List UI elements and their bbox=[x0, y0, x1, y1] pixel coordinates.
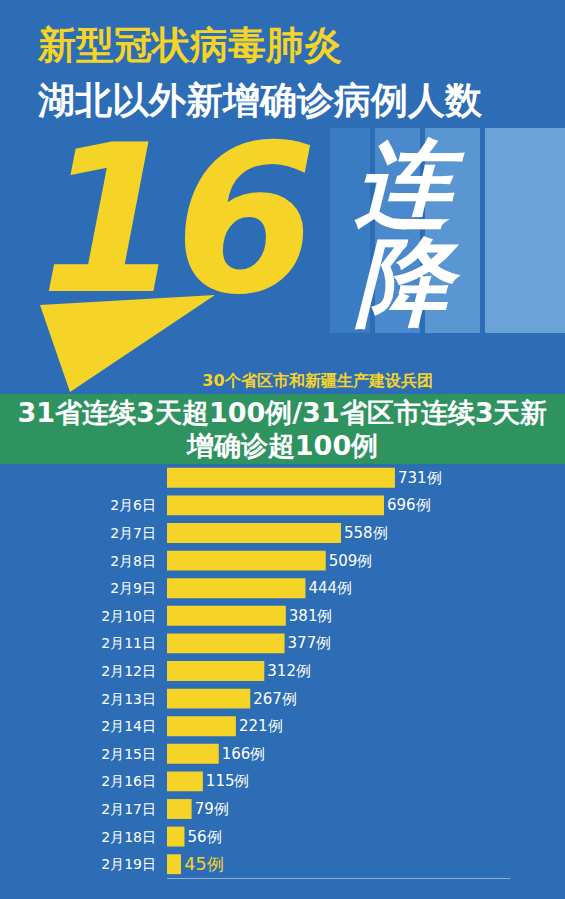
svg-text:731例: 731例 bbox=[398, 469, 442, 487]
svg-text:56例: 56例 bbox=[187, 828, 221, 846]
html-text:30个省区市和新疆生产建设兵团: 30个省区市和新疆生产建设兵团 bbox=[202, 371, 433, 390]
svg-text:2月13日: 2月13日 bbox=[101, 691, 156, 707]
svg-text:2月14日: 2月14日 bbox=[101, 718, 156, 734]
svg-text:381例: 381例 bbox=[289, 607, 333, 625]
svg-text:377例: 377例 bbox=[288, 634, 332, 652]
svg-text:558例: 558例 bbox=[344, 524, 388, 542]
svg-text:166例: 166例 bbox=[222, 745, 266, 763]
svg-text:2月7日: 2月7日 bbox=[110, 525, 156, 541]
svg-text:2月15日: 2月15日 bbox=[101, 746, 156, 762]
svg-text:2月16日: 2月16日 bbox=[101, 773, 156, 789]
svg-text:2月19日: 2月19日 bbox=[101, 856, 156, 872]
svg-text:2月9日: 2月9日 bbox=[110, 580, 156, 596]
svg-text:2月12日: 2月12日 bbox=[101, 663, 156, 679]
svg-text:696例: 696例 bbox=[387, 496, 431, 514]
svg-text:2月6日: 2月6日 bbox=[110, 497, 156, 513]
html-text:16: 16 bbox=[40, 101, 310, 339]
svg-text:79例: 79例 bbox=[195, 800, 229, 818]
svg-text:2月8日: 2月8日 bbox=[110, 553, 156, 569]
html-text:连降: 连降 bbox=[355, 128, 451, 338]
svg-text:444例: 444例 bbox=[308, 579, 352, 597]
svg-text:2月17日: 2月17日 bbox=[101, 801, 156, 817]
svg-text:509例: 509例 bbox=[329, 552, 373, 570]
svg-text:115例: 115例 bbox=[206, 772, 250, 790]
html-text:新型冠状病毒肺炎: 新型冠状病毒肺炎 bbox=[38, 23, 342, 67]
svg-text:312例: 312例 bbox=[267, 662, 311, 680]
svg-text:2月10日: 2月10日 bbox=[101, 608, 156, 624]
svg-text:221例: 221例 bbox=[239, 717, 283, 735]
svg-text:267例: 267例 bbox=[253, 690, 297, 708]
svg-text:2月11日: 2月11日 bbox=[101, 635, 156, 651]
html-text:湖北以外新增确诊病例人数: 湖北以外新增确诊病例人数 bbox=[38, 79, 482, 122]
svg-text:2月18日: 2月18日 bbox=[101, 829, 156, 845]
svg-text:45例: 45例 bbox=[184, 854, 223, 874]
html-text:31省连续3天超100例/31省区市连续3天新增确诊超100: 31省连续3天超100例/31省区市连续3天新增确诊超100例 bbox=[17, 397, 548, 461]
